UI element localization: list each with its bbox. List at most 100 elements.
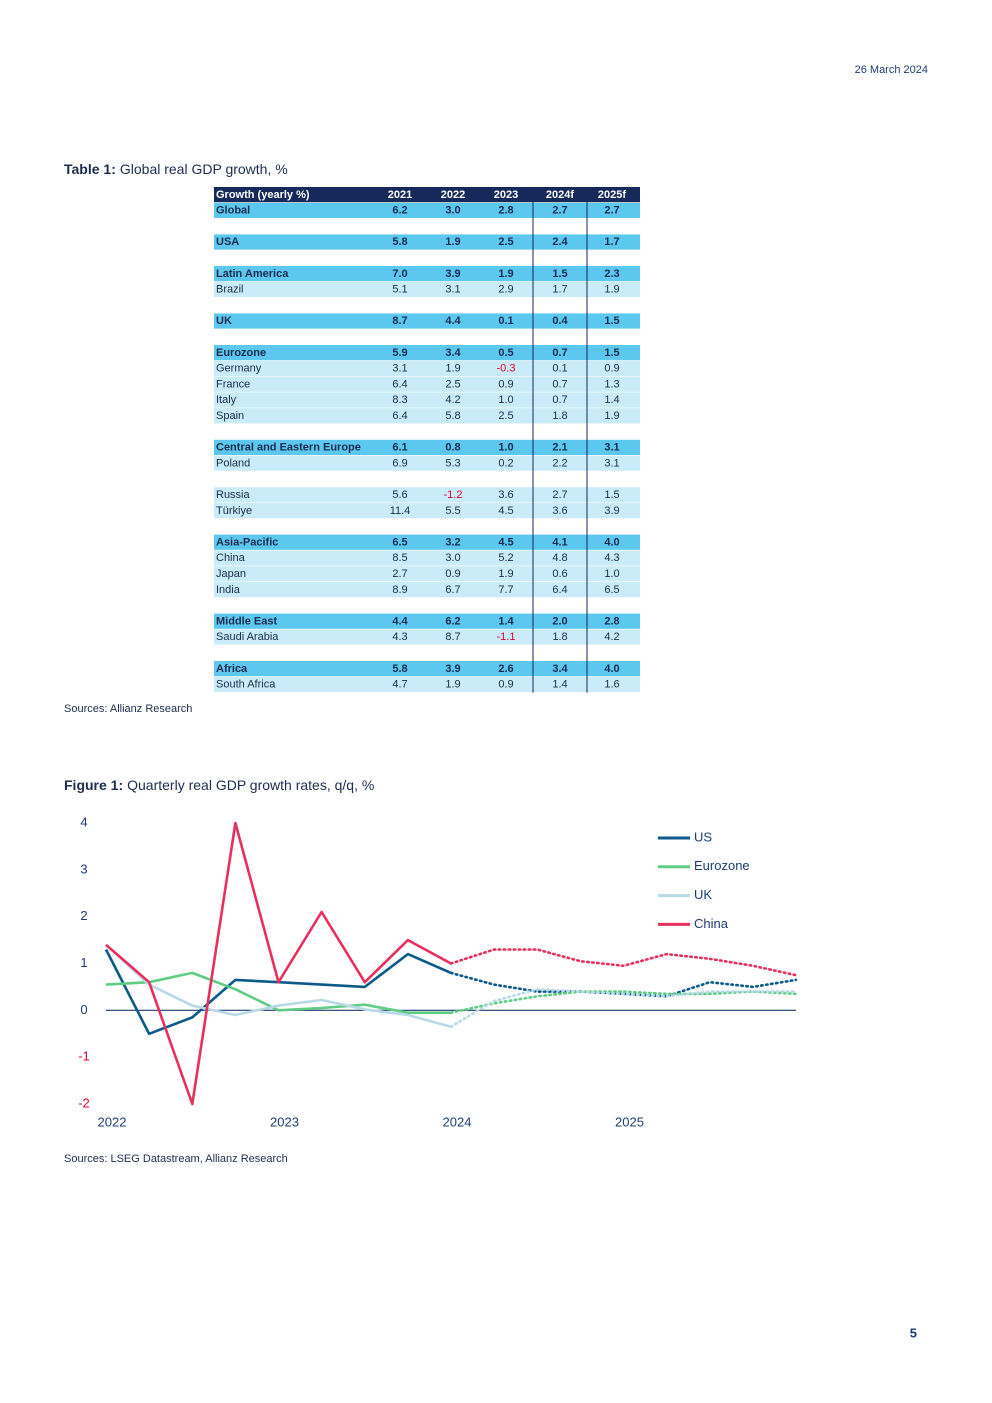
cell-value: 2.7 bbox=[604, 205, 619, 217]
cell-value: 5.8 bbox=[445, 410, 460, 422]
cell-value: 6.1 bbox=[392, 442, 407, 454]
cell-value: 4.2 bbox=[604, 631, 619, 643]
cell-value: 2.5 bbox=[445, 378, 460, 390]
y-tick-label: 2 bbox=[80, 908, 87, 923]
cell-value: 4.1 bbox=[552, 536, 567, 548]
cell-value: 4.5 bbox=[498, 536, 513, 548]
cell-value: 2.7 bbox=[552, 205, 567, 217]
cell-value: 1.4 bbox=[604, 394, 619, 406]
cell-value: 2.8 bbox=[498, 205, 513, 217]
cell-value: 1.7 bbox=[604, 236, 619, 248]
cell-value: 2.5 bbox=[498, 410, 513, 422]
legend-label: US bbox=[694, 829, 712, 844]
cell-value: 1.9 bbox=[445, 363, 460, 375]
row-row bbox=[214, 676, 640, 692]
cell-value: 1.0 bbox=[498, 394, 513, 406]
cell-value: 0.1 bbox=[552, 363, 567, 375]
y-tick-label: 3 bbox=[80, 861, 87, 876]
cell-label: Africa bbox=[216, 663, 248, 675]
cell-value: 6.5 bbox=[604, 584, 619, 596]
cell-value: 3.9 bbox=[445, 268, 460, 280]
cell-value: 6.2 bbox=[445, 615, 460, 627]
head-row bbox=[214, 202, 640, 218]
cell-value: 1.5 bbox=[604, 315, 619, 327]
cell-value: 5.6 bbox=[392, 489, 407, 501]
cell-value: 0.7 bbox=[552, 378, 567, 390]
row-row bbox=[214, 408, 640, 424]
legend-label: Eurozone bbox=[694, 858, 750, 873]
cell-value: 1.9 bbox=[498, 268, 513, 280]
cell-label: Spain bbox=[216, 410, 244, 422]
cell-value: 2.0 bbox=[552, 615, 567, 627]
cell-value: 1.4 bbox=[498, 615, 514, 627]
cell-value: 1.9 bbox=[498, 568, 513, 580]
cell-value: 2.9 bbox=[498, 284, 513, 296]
y-tick-label: -2 bbox=[78, 1095, 90, 1110]
y-tick-label: 1 bbox=[80, 955, 87, 970]
page-number: 5 bbox=[910, 1325, 917, 1340]
cell-value: 1.5 bbox=[604, 489, 619, 501]
cell-value: 4.8 bbox=[552, 552, 567, 564]
row-row bbox=[214, 487, 640, 503]
cell-value: 2023 bbox=[494, 189, 518, 201]
cell-label: Russia bbox=[216, 489, 251, 501]
cell-value: 2025f bbox=[598, 189, 626, 201]
cell-value: 2021 bbox=[388, 189, 412, 201]
cell-value: 2.7 bbox=[552, 489, 567, 501]
figure-caption: Figure 1: Quarterly real GDP growth rates… bbox=[64, 777, 374, 793]
cell-value: 6.9 bbox=[392, 457, 407, 469]
row-row bbox=[214, 503, 640, 519]
cell-label: India bbox=[216, 584, 241, 596]
cell-value: 5.8 bbox=[392, 663, 407, 675]
row-row bbox=[214, 392, 640, 408]
head-row bbox=[214, 613, 640, 629]
cell-value: 7.7 bbox=[498, 584, 513, 596]
cell-label: Italy bbox=[216, 394, 237, 406]
cell-value: 0.9 bbox=[498, 378, 513, 390]
cell-value: 1.9 bbox=[604, 410, 619, 422]
cell-value: 2022 bbox=[441, 189, 465, 201]
cell-value: 1.0 bbox=[498, 442, 513, 454]
cell-label: China bbox=[216, 552, 246, 564]
cell-value: 1.9 bbox=[445, 236, 460, 248]
actual-line bbox=[105, 821, 452, 1106]
cell-value: 1.7 bbox=[552, 284, 567, 296]
cell-value: -1.2 bbox=[444, 489, 463, 501]
cell-value: 5.8 bbox=[392, 236, 407, 248]
cell-label: Asia-Pacific bbox=[216, 536, 278, 548]
cell-value: 2.6 bbox=[498, 663, 513, 675]
legend-label: China bbox=[694, 916, 729, 931]
cell-value: 0.4 bbox=[552, 315, 568, 327]
figure-label: Figure 1: bbox=[64, 777, 123, 793]
cell-value: 4.4 bbox=[445, 315, 461, 327]
cell-value: 1.6 bbox=[604, 679, 619, 691]
cell-value: 0.9 bbox=[604, 363, 619, 375]
row-row bbox=[214, 582, 640, 598]
cell-value: 8.5 bbox=[392, 552, 407, 564]
cell-value: 5.1 bbox=[392, 284, 407, 296]
cell-value: 3.9 bbox=[445, 663, 460, 675]
cell-label: France bbox=[216, 378, 250, 390]
cell-label: Latin America bbox=[216, 268, 289, 280]
cell-value: 8.9 bbox=[392, 584, 407, 596]
cell-value: 5.9 bbox=[392, 347, 407, 359]
cell-label: Eurozone bbox=[216, 347, 266, 359]
cell-value: 0.6 bbox=[552, 568, 567, 580]
x-tick-label: 2023 bbox=[270, 1114, 299, 1129]
cell-label: Poland bbox=[216, 457, 250, 469]
cell-value: 0.1 bbox=[498, 315, 513, 327]
cell-value: 7.0 bbox=[392, 268, 407, 280]
cell-value: 5.2 bbox=[498, 552, 513, 564]
cell-label: Saudi Arabia bbox=[216, 631, 279, 643]
cell-value: 2.4 bbox=[552, 236, 568, 248]
cell-label: Germany bbox=[216, 363, 262, 375]
cell-label: Central and Eastern Europe bbox=[216, 442, 361, 454]
forecast-line bbox=[449, 988, 798, 1028]
y-tick-label: 4 bbox=[80, 814, 87, 829]
x-tick-label: 2024 bbox=[443, 1114, 472, 1129]
cell-value: 6.4 bbox=[392, 410, 407, 422]
cell-value: 5.3 bbox=[445, 457, 460, 469]
cell-value: 3.1 bbox=[604, 457, 619, 469]
